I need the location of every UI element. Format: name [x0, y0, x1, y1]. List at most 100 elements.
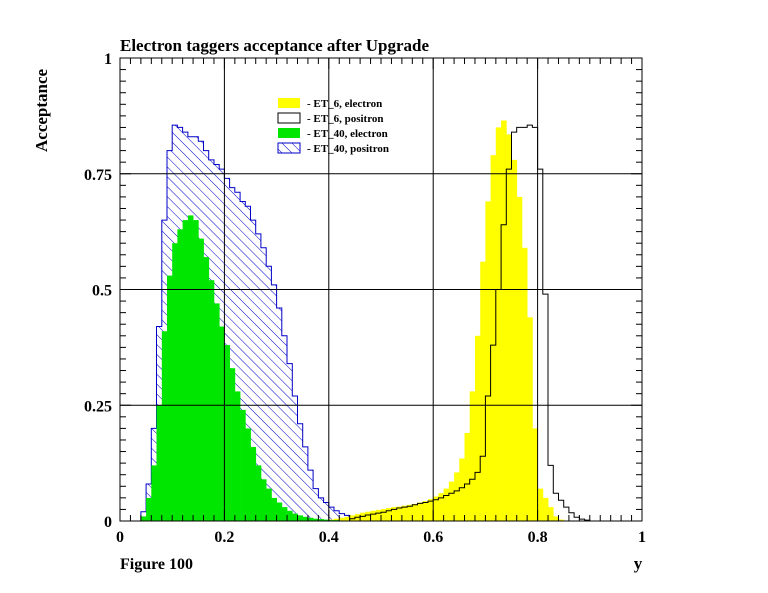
- bin-bar: [240, 409, 246, 521]
- bin-bar: [287, 510, 293, 521]
- bin-bar: [297, 515, 304, 521]
- bin-bar: [260, 479, 267, 521]
- series-et-6-positron: [349, 124, 591, 521]
- bin-bar: [537, 488, 544, 521]
- bin-bar: [548, 507, 554, 521]
- bin-bar: [334, 518, 340, 521]
- bin-bar: [511, 159, 518, 521]
- bin-bar: [506, 134, 512, 521]
- bin-bar: [146, 497, 152, 521]
- bin-bar: [266, 488, 272, 521]
- x-tick-label: 0.4: [319, 529, 339, 546]
- bin-bar: [469, 391, 476, 521]
- bin-bar: [219, 326, 225, 521]
- bin-bar: [167, 275, 173, 521]
- bin-bar: [516, 196, 523, 521]
- grid-layer: [120, 58, 642, 521]
- bin-bar: [172, 243, 178, 521]
- bin-bar: [208, 280, 215, 521]
- x-tick-label: 1: [638, 529, 646, 546]
- y-axis-label: Acceptance: [32, 68, 51, 152]
- bin-bar: [375, 509, 382, 521]
- series-et-40-electron: [140, 215, 356, 522]
- bin-bar: [464, 433, 471, 521]
- x-tick-label: 0: [116, 529, 124, 546]
- bin-bar: [187, 215, 194, 521]
- bin-bar: [140, 516, 147, 521]
- legend-item: - ET_40, positron: [277, 142, 389, 155]
- bin-bar: [422, 501, 429, 521]
- y-tick-label: 0.75: [84, 167, 112, 184]
- series-layer: [140, 120, 591, 522]
- bin-bar: [521, 247, 528, 522]
- bin-bar: [553, 516, 559, 521]
- bin-bar: [438, 493, 444, 521]
- bin-bar: [323, 519, 330, 521]
- bin-bar: [318, 519, 324, 521]
- tick-layer: 0 0.2 0.4 0.6 0.8 1 0 0.25 0.5 0.75 1: [84, 51, 646, 546]
- x-axis-label: y: [634, 554, 643, 573]
- bin-bar: [292, 513, 298, 521]
- bin-bar: [193, 220, 199, 521]
- bin-bar: [401, 505, 408, 521]
- bin-bar: [161, 331, 168, 521]
- bin-bar: [234, 391, 241, 521]
- legend-label: - ET_6, electron: [307, 98, 382, 110]
- legend-item: - ET_6, positron: [277, 112, 384, 125]
- series-et-6-electron: [328, 120, 565, 522]
- bin-bar: [313, 518, 319, 521]
- bin-bar: [475, 335, 481, 521]
- bin-bar: [245, 428, 251, 521]
- bin-bar: [281, 507, 288, 521]
- bin-bar: [501, 120, 507, 521]
- legend-swatch: [277, 112, 301, 124]
- bin-bar: [396, 506, 403, 521]
- bin-bar: [490, 155, 497, 521]
- legend-label: - ET_6, positron: [307, 113, 384, 125]
- legend-swatch: [278, 98, 300, 108]
- bin-bar: [156, 405, 163, 522]
- bin-bar: [480, 261, 486, 521]
- legend: - ET_6, electron - ET_6, positron - ET_40,…: [277, 98, 389, 155]
- bin-bar: [485, 201, 491, 521]
- y-tick-label: 1: [104, 51, 112, 68]
- bin-bar: [370, 510, 377, 521]
- bin-bar: [307, 517, 314, 521]
- legend-label: - ET_40, positron: [307, 143, 389, 155]
- bin-bar: [339, 517, 345, 521]
- legend-swatch: [278, 128, 300, 138]
- x-tick-label: 0.8: [528, 529, 548, 546]
- bin-bar: [412, 503, 418, 521]
- bin-bar: [198, 238, 204, 521]
- legend-item: - ET_6, electron: [278, 98, 382, 110]
- bin-bar: [386, 508, 392, 521]
- x-tick-label: 0.2: [214, 529, 234, 546]
- bin-bar: [391, 507, 397, 521]
- bin-bar: [542, 497, 549, 521]
- bin-bar: [532, 428, 538, 521]
- bin-bar: [527, 317, 533, 521]
- x-tick-label: 0.6: [423, 529, 443, 546]
- bin-bar: [224, 345, 230, 521]
- bin-bar: [558, 519, 565, 521]
- bin-bar: [428, 499, 434, 521]
- legend-label: - ET_40, electron: [307, 128, 388, 140]
- figure-label: Figure 100: [120, 556, 193, 573]
- bin-bar: [271, 497, 277, 521]
- chart-title: Electron taggers acceptance after Upgrad…: [120, 36, 430, 55]
- bin-bar: [495, 127, 502, 522]
- bin-bar: [443, 488, 450, 521]
- bin-bar: [229, 368, 236, 521]
- bin-bar: [255, 465, 262, 521]
- bin-bar: [417, 502, 424, 521]
- bin-bar: [344, 516, 351, 521]
- y-tick-label: 0.5: [92, 283, 112, 300]
- bin-bar: [448, 481, 455, 521]
- bin-bar: [250, 446, 257, 521]
- bin-bar: [214, 303, 220, 521]
- y-tick-label: 0: [104, 514, 112, 531]
- legend-swatch: [277, 142, 301, 154]
- bin-bar: [433, 496, 439, 521]
- bin-bar: [407, 504, 413, 521]
